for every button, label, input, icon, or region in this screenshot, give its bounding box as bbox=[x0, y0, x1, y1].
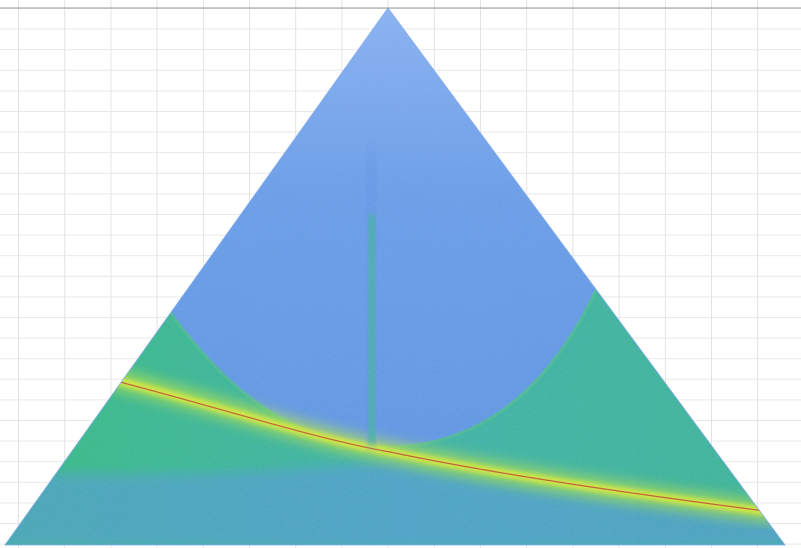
sonar-view bbox=[0, 0, 801, 548]
